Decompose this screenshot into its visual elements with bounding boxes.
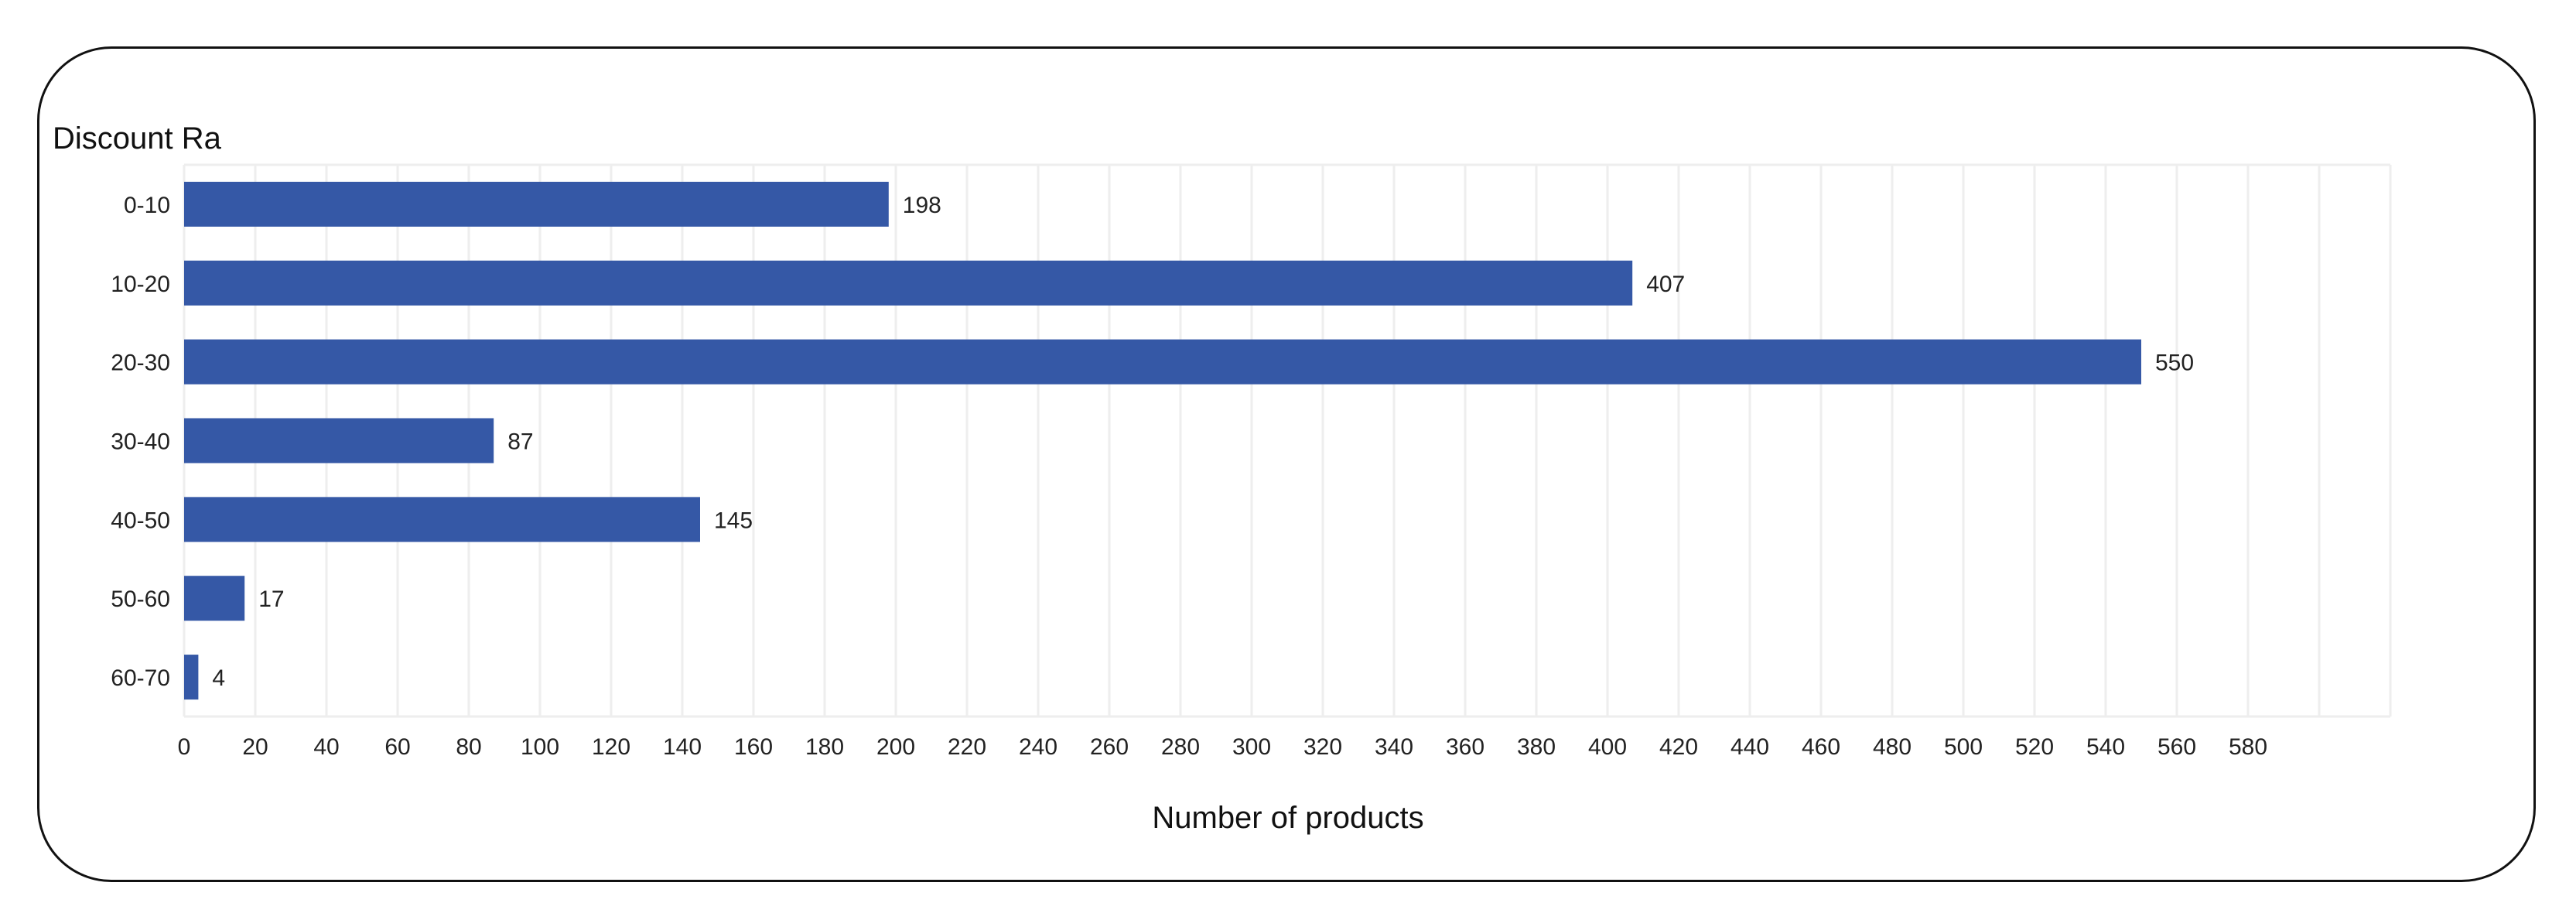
x-tick-label: 420 [1659, 734, 1698, 760]
x-tick-label: 440 [1730, 734, 1769, 760]
data-label: 4 [212, 665, 225, 691]
data-label: 407 [1646, 272, 1685, 297]
category-labels: 0-10 10-20 20-30 30-40 40-50 50-60 60-70 [111, 193, 170, 691]
x-axis-title: Number of products [1152, 801, 1423, 835]
x-tick-label: 540 [2086, 734, 2125, 760]
x-tick-label: 180 [805, 734, 844, 760]
x-tick-label: 320 [1303, 734, 1342, 760]
x-tick-label: 80 [456, 734, 481, 760]
data-label: 145 [714, 508, 753, 533]
x-axis-ticks: 0 20 40 60 80 100 120 140 160 180 200 220 240 260 280 3… [178, 734, 2267, 760]
data-label: 550 [2155, 351, 2194, 376]
category-label: 20-30 [111, 351, 170, 376]
bar [184, 260, 1633, 306]
x-tick-label: 200 [876, 734, 915, 760]
bar [184, 181, 889, 227]
x-tick-label: 20 [242, 734, 268, 760]
data-label: 87 [507, 429, 533, 455]
x-tick-label: 100 [521, 734, 559, 760]
bar [184, 655, 199, 700]
x-tick-label: 360 [1446, 734, 1484, 760]
x-tick-label: 480 [1873, 734, 1912, 760]
x-tick-label: 300 [1232, 734, 1271, 760]
x-tick-label: 60 [384, 734, 410, 760]
x-tick-label: 160 [734, 734, 773, 760]
x-tick-label: 380 [1517, 734, 1556, 760]
bar [184, 418, 494, 463]
x-tick-label: 580 [2229, 734, 2267, 760]
category-label: 50-60 [111, 587, 170, 612]
x-tick-label: 40 [313, 734, 339, 760]
x-tick-label: 500 [1944, 734, 1983, 760]
x-tick-label: 280 [1161, 734, 1200, 760]
x-tick-label: 260 [1090, 734, 1129, 760]
category-label: 40-50 [111, 508, 170, 533]
chart-title: Discount Ra [53, 121, 222, 156]
x-tick-label: 120 [592, 734, 630, 760]
data-label: 198 [903, 193, 941, 218]
bar [184, 497, 700, 542]
bar [184, 339, 2141, 385]
grid-lines [183, 163, 2392, 718]
category-label: 0-10 [124, 193, 170, 218]
bar [184, 576, 245, 621]
x-tick-label: 520 [2015, 734, 2054, 760]
x-tick-label: 560 [2157, 734, 2196, 760]
x-tick-label: 400 [1588, 734, 1627, 760]
data-label: 17 [258, 587, 284, 612]
x-tick-label: 340 [1375, 734, 1413, 760]
category-label: 60-70 [111, 665, 170, 691]
bars: 198 407 550 87 145 17 4 [184, 181, 2194, 700]
x-tick-label: 220 [948, 734, 986, 760]
category-label: 10-20 [111, 272, 170, 297]
x-tick-label: 460 [1802, 734, 1840, 760]
category-label: 30-40 [111, 429, 170, 455]
x-tick-label: 240 [1019, 734, 1057, 760]
x-tick-label: 0 [178, 734, 191, 760]
x-tick-label: 140 [663, 734, 702, 760]
